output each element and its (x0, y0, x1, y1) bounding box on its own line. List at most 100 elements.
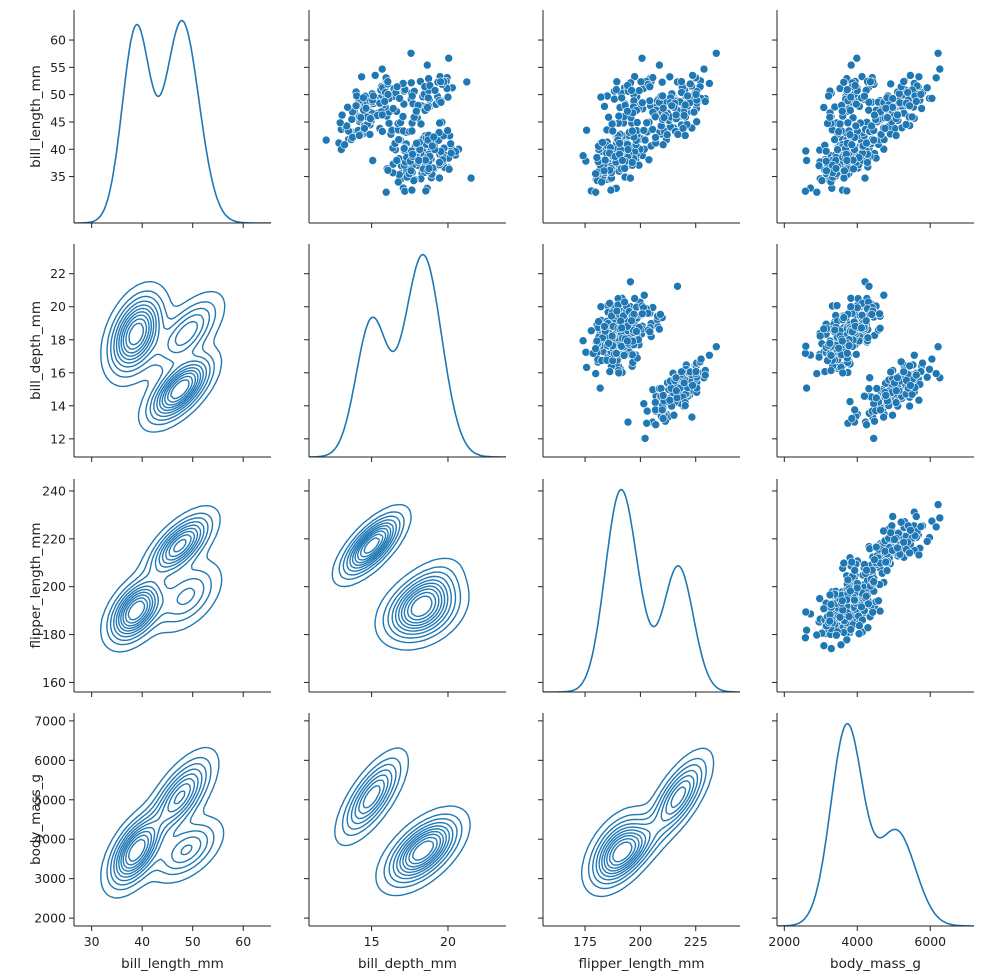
scatter-point (443, 126, 452, 135)
scatter-point (843, 575, 853, 585)
scatter-point (657, 77, 667, 87)
scatter-point (408, 149, 417, 159)
scatter-point (826, 351, 836, 360)
scatter-point (605, 367, 615, 376)
scatter-point (857, 323, 866, 333)
scatter-point (802, 383, 811, 393)
kde-contour-level-2 (338, 511, 462, 644)
scatter-point (899, 537, 909, 547)
scatter-point (407, 126, 417, 136)
scatter-point (627, 126, 637, 136)
scatter-point (659, 113, 669, 122)
scatter-point (658, 414, 668, 423)
scatter-point (623, 336, 632, 346)
scatter-point (812, 630, 822, 640)
scatter-point (883, 113, 892, 122)
scatter-point (817, 176, 827, 185)
scatter-point (591, 344, 600, 353)
scatter-point (906, 381, 915, 390)
scatter-point (692, 117, 702, 126)
panel-flipper_length_mm-vs-bill_length_mm: 160 180 200 220 240 flipper_length_mm (28, 479, 271, 697)
kde-contour-level-3 (109, 517, 209, 642)
scatter-point (876, 130, 886, 139)
scatter-point (922, 372, 932, 382)
scatter-point (591, 369, 601, 378)
scatter-point (891, 131, 901, 140)
scatter-point (821, 156, 831, 166)
scatter-point (406, 78, 416, 88)
scatter-point (651, 420, 661, 430)
scatter-point (644, 155, 654, 165)
scatter-point (863, 623, 873, 633)
plot-area (801, 48, 945, 197)
kde-contour-level-2 (587, 757, 707, 890)
kde-contour-level-6 (351, 525, 446, 629)
scatter-point (671, 386, 681, 396)
y-tick-label: 180 (42, 627, 66, 642)
plot-area (801, 500, 945, 653)
kde-contour-level-7 (120, 530, 196, 629)
scatter-point (865, 373, 875, 383)
scatter-point (627, 86, 636, 95)
scatter-point (626, 277, 635, 287)
scatter-point (388, 104, 398, 113)
scatter-point (673, 281, 682, 291)
scatter-point (662, 130, 672, 139)
scatter-point (623, 145, 633, 154)
kde-contour-level-5 (115, 304, 204, 414)
kde-contour-level-10 (412, 840, 434, 861)
scatter-point (837, 106, 847, 116)
x-tick-label: 60 (235, 934, 251, 949)
kde-contour-level-9 (360, 533, 437, 621)
scatter-point (890, 535, 899, 544)
scatter-point (699, 64, 709, 74)
scatter-point (825, 616, 835, 626)
y-tick-label: 6000 (34, 753, 66, 768)
kde-contour-level-3 (110, 295, 211, 421)
scatter-point (671, 373, 681, 383)
scatter-point (689, 107, 699, 117)
scatter-point (812, 187, 822, 197)
scatter-point (911, 512, 921, 521)
scatter-point (911, 370, 921, 380)
scatter-point (861, 591, 871, 601)
scatter-point (422, 60, 432, 70)
scatter-point (655, 324, 664, 334)
x-tick-label: 50 (185, 934, 201, 949)
scatter-point (604, 112, 613, 122)
scatter-point (863, 333, 873, 343)
scatter-point (830, 135, 839, 144)
scatter-point (875, 606, 885, 616)
scatter-point (639, 126, 649, 135)
scatter-point (677, 77, 686, 86)
scatter-point (582, 125, 591, 135)
scatter-point (869, 135, 879, 145)
scatter-point (846, 60, 856, 70)
scatter-point (658, 391, 668, 400)
scatter-point (888, 94, 898, 103)
scatter-point (835, 119, 845, 129)
scatter-point (819, 604, 829, 614)
scatter-point (867, 121, 876, 131)
kde-contour-level-8 (356, 530, 440, 624)
y-tick-label: 2000 (34, 911, 66, 926)
scatter-point (671, 110, 681, 120)
scatter-point (680, 131, 690, 140)
scatter-point (377, 110, 387, 120)
scatter-point (838, 368, 848, 378)
scatter-point (854, 629, 864, 639)
scatter-point (840, 166, 849, 176)
kde-contour-level-10 (127, 600, 146, 621)
scatter-point (842, 156, 852, 165)
kde-contour-level-9 (125, 834, 149, 866)
scatter-point (632, 327, 641, 336)
x-tick-label: 40 (134, 934, 150, 949)
scatter-point (852, 53, 862, 63)
scatter-point (620, 297, 629, 307)
scatter-point (880, 124, 890, 133)
scatter-point (847, 557, 857, 567)
scatter-point (596, 92, 606, 102)
scatter-point (826, 600, 836, 609)
scatter-point (640, 135, 650, 145)
